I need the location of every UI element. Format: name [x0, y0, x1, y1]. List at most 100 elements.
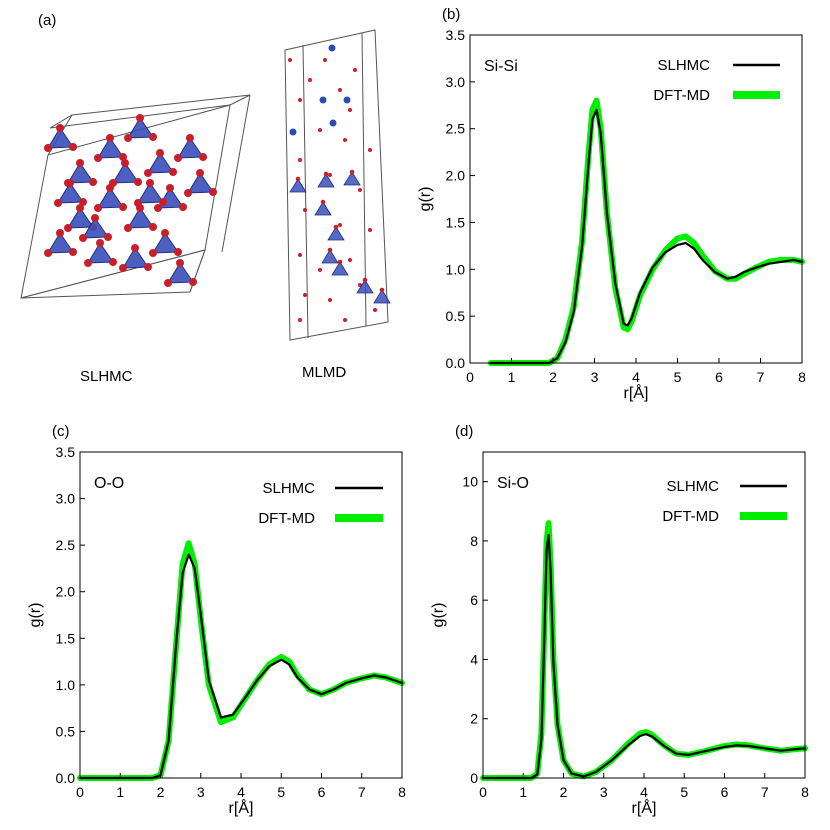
tetrahedron-shape — [356, 279, 374, 294]
x-tick-label: 7 — [761, 784, 769, 800]
x-tick-label: 8 — [398, 784, 406, 800]
oxygen-atom — [348, 258, 352, 262]
tetrahedron-shape — [327, 226, 345, 241]
oxygen-atom — [303, 293, 307, 297]
pair-annotation: Si-O — [497, 475, 529, 492]
oxygen-atom — [164, 279, 172, 287]
panel-label: (d) — [455, 423, 473, 440]
dft-md-series-line — [77, 540, 405, 781]
y-tick-label: 3.0 — [56, 491, 76, 507]
y-tick-label: 1.0 — [56, 677, 76, 693]
oxygen-atom — [56, 124, 64, 132]
legend-label: DFT-MD — [653, 87, 710, 104]
tetrahedron-shape — [47, 127, 74, 149]
oxygen-atom — [184, 189, 192, 197]
oxygen-atom — [333, 224, 339, 230]
oxygen-atom — [54, 199, 62, 207]
oxygen-atom — [328, 298, 332, 302]
oxygen-atom — [343, 318, 347, 322]
oxygen-atom — [161, 229, 169, 237]
oxygen-atom — [166, 184, 174, 192]
dft-md-series-line — [487, 97, 805, 366]
oxygen-atom — [131, 244, 139, 252]
panel-label-a: (a) — [38, 12, 57, 29]
y-tick-label: 3.5 — [446, 27, 466, 43]
oxygen-atom — [149, 249, 157, 257]
oxygen-atom — [134, 199, 142, 207]
oxygen-atom — [144, 169, 152, 177]
oxygen-atom — [174, 248, 182, 256]
plot-frame — [482, 451, 806, 779]
tetrahedron-shape — [97, 137, 124, 159]
oxygen-atom — [136, 114, 144, 122]
oxygen-atom — [169, 168, 177, 176]
oxygen-atom — [96, 239, 104, 247]
y-tick-label: 2.5 — [56, 537, 76, 553]
y-tick-label: 0.0 — [446, 355, 466, 371]
y-tick-label: 0 — [470, 770, 478, 786]
oxygen-atom — [298, 158, 302, 162]
slhmc-structure — [20, 94, 251, 299]
oxygen-atom — [84, 259, 92, 267]
oxygen-atom — [119, 203, 127, 211]
oxygen-atom — [323, 58, 327, 62]
x-tick-label: 4 — [237, 784, 245, 800]
tetrahedron-shape — [343, 171, 361, 186]
oxygen-atom — [124, 134, 132, 142]
oxygen-atom — [209, 188, 217, 196]
y-tick-label: 2.5 — [446, 121, 466, 137]
tetrahedron-shape — [82, 217, 109, 239]
oxygen-atom — [109, 258, 117, 266]
tetrahedron-shape — [187, 172, 214, 194]
dft-md-series-line — [480, 520, 808, 781]
y-tick-label: 3.0 — [446, 74, 466, 90]
oxygen-atom — [66, 179, 74, 187]
tetrahedron-shape — [373, 289, 391, 304]
oxygen-atom — [149, 133, 157, 141]
x-tick-label: 8 — [801, 784, 809, 800]
oxygen-atom — [308, 78, 312, 82]
oxygen-atom — [320, 199, 326, 205]
tetrahedron-shape — [97, 187, 124, 209]
tetrahedron-shape — [317, 173, 335, 188]
y-tick-label: 2 — [470, 711, 478, 727]
y-axis-label: g(r) — [430, 603, 447, 628]
oxygen-atom — [149, 223, 157, 231]
x-tick-label: 6 — [318, 784, 326, 800]
y-tick-label: 2.0 — [56, 584, 76, 600]
legend-label: DFT-MD — [662, 508, 719, 525]
y-tick-label: 1.5 — [446, 214, 466, 230]
y-tick-label: 10 — [462, 474, 478, 490]
silicon-atom — [328, 44, 336, 52]
x-tick-label: 5 — [674, 369, 682, 385]
y-tick-label: 3.5 — [56, 444, 76, 460]
x-tick-label: 4 — [632, 369, 640, 385]
legend-label: SLHMC — [666, 478, 719, 495]
oxygen-atom — [156, 149, 164, 157]
legend-label: SLHMC — [262, 480, 315, 497]
oxygen-atom — [91, 214, 99, 222]
tetrahedron-shape — [314, 201, 332, 216]
tetrahedron-shape — [127, 207, 154, 229]
tetrahedron-shape — [112, 162, 139, 184]
mlmd-structure — [284, 29, 391, 341]
pair-annotation: Si-Si — [484, 58, 518, 75]
oxygen-atom — [298, 98, 302, 102]
tetrahedron-shape — [147, 152, 174, 174]
oxygen-atom — [56, 229, 64, 237]
oxygen-atom — [119, 264, 127, 272]
oxygen-atom — [349, 169, 355, 175]
tetrahedron-shape — [67, 207, 94, 229]
slhmc-series-line — [489, 108, 804, 365]
x-tick-label: 3 — [197, 784, 205, 800]
x-tick-label: 0 — [466, 369, 474, 385]
oxygen-atom — [124, 224, 132, 232]
oxygen-atom — [179, 203, 187, 211]
tetrahedron-shape — [177, 137, 204, 159]
oxygen-atom — [69, 248, 77, 256]
oxygen-atom — [199, 153, 207, 161]
x-tick-label: 2 — [549, 369, 557, 385]
tetrahedron-shape — [87, 242, 114, 264]
silicon-atom — [329, 119, 337, 127]
y-tick-label: 4 — [470, 651, 478, 667]
